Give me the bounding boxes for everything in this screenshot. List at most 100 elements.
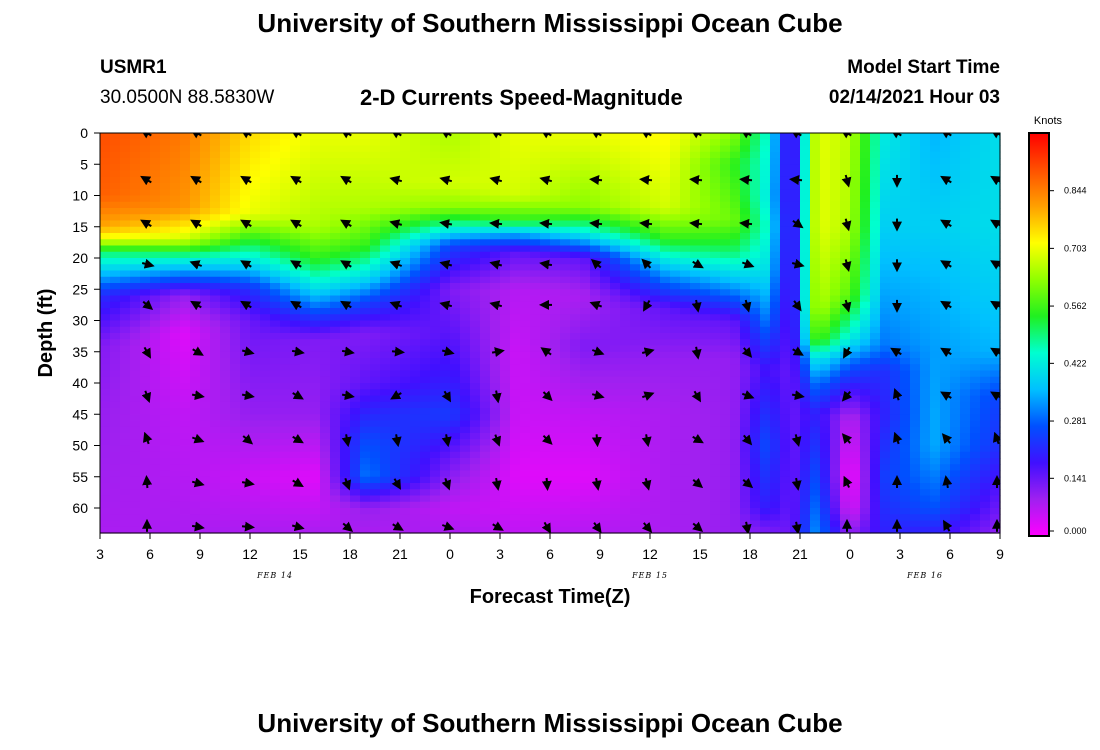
heatmap-cell [230,408,241,415]
heatmap-cell [510,476,521,484]
heatmap-cell [850,408,861,415]
heatmap-cell [830,270,841,278]
heatmap-cell [630,245,641,253]
heatmap-cell [520,151,531,159]
heatmap-cell [370,208,381,215]
heatmap-cell [300,364,311,372]
heatmap-cell [790,520,801,528]
heatmap-cell [770,433,781,440]
heatmap-cell [730,389,741,397]
heatmap-cell [720,464,731,472]
heatmap-cell [480,339,491,347]
heatmap-cell [340,414,351,422]
heatmap-cell [480,345,491,353]
heatmap-cell [850,520,861,528]
heatmap-cell [120,208,131,215]
heatmap-cell [300,251,311,259]
heatmap-cell [470,251,481,259]
heatmap-cell [490,370,501,378]
heatmap-cell [220,376,231,384]
heatmap-cell [410,245,421,253]
heatmap-cell [520,408,531,415]
heatmap-cell [640,201,651,209]
heatmap-cell [130,401,141,409]
heatmap-cell [250,270,261,278]
heatmap-cell [760,276,771,284]
heatmap-cell [780,426,791,434]
heatmap-cell [830,308,841,315]
heatmap-cell [150,189,161,197]
heatmap-cell [340,145,351,153]
heatmap-cell [180,183,191,190]
heatmap-cell [390,333,401,340]
heatmap-cell [670,251,681,259]
heatmap-cell [540,314,551,322]
heatmap-cell [760,470,771,478]
heatmap-cell [740,414,751,422]
heatmap-cell [310,333,321,340]
heatmap-cell [150,214,161,222]
heatmap-cell [510,283,521,290]
heatmap-cell [340,214,351,222]
heatmap-cell [160,220,171,228]
heatmap-cell [320,526,331,534]
heatmap-cell [100,251,111,259]
heatmap-cell [750,445,761,453]
heatmap-cell [630,308,641,315]
heatmap-cell [690,201,701,209]
heatmap-cell [580,208,591,215]
heatmap-cell [570,370,581,378]
heatmap-cell [390,239,401,247]
heatmap-cell [480,495,491,503]
heatmap-cell [580,176,591,184]
heatmap-cell [300,183,311,190]
heatmap-cell [800,145,811,153]
heatmap-cell [400,151,411,159]
heatmap-cell [710,176,721,184]
heatmap-cell [280,364,291,372]
heatmap-cell [630,239,641,247]
heatmap-cell [620,420,631,428]
heatmap-cell [130,189,141,197]
heatmap-cell [800,314,811,322]
heatmap-cell [580,401,591,409]
heatmap-cell [760,445,771,453]
heatmap-cell [170,520,181,528]
heatmap-cell [330,258,341,265]
heatmap-cell [590,420,601,428]
heatmap-cell [690,420,701,428]
heatmap-cell [650,408,661,415]
heatmap-cell [530,145,541,153]
heatmap-cell [370,264,381,272]
heatmap-cell [720,364,731,372]
heatmap-cell [870,289,881,297]
heatmap-cell [470,151,481,159]
heatmap-cell [460,376,471,384]
heatmap-cell [780,526,791,534]
model-start-value: 02/14/2021 Hour 03 [828,87,1000,108]
heatmap-cell [600,176,611,184]
heatmap-cell [830,383,841,390]
heatmap-cell [820,151,831,159]
heatmap-cell [160,483,171,490]
heatmap-cell [270,195,281,203]
heatmap-cell [660,183,671,190]
heatmap-cell [650,183,661,190]
heatmap-cell [440,464,451,472]
heatmap-cell [220,276,231,284]
heatmap-cell [750,501,761,509]
heatmap-cell [510,414,521,422]
heatmap-cell [350,376,361,384]
heatmap-cell [850,464,861,472]
heatmap-cell [330,308,341,315]
heatmap-cell [220,401,231,409]
heatmap-cell [860,495,871,503]
heatmap-cell [700,270,711,278]
heatmap-cell [710,133,721,140]
heatmap-cell [660,395,671,403]
heatmap-cell [380,445,391,453]
heatmap-cell [670,145,681,153]
heatmap-cell [380,395,391,403]
heatmap-cell [280,345,291,353]
heatmap-cell [410,470,421,478]
